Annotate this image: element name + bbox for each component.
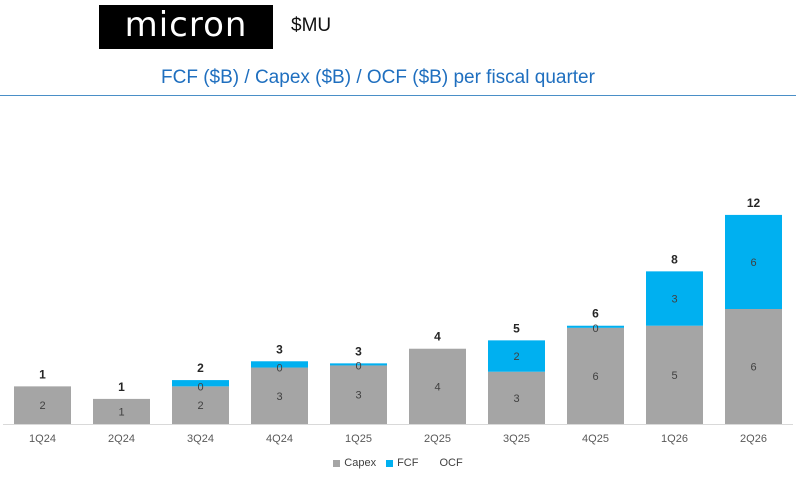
data-label-ocf-1Q26: 8 (671, 252, 678, 266)
x-tick-label-2Q24: 2Q24 (108, 433, 135, 445)
x-tick-label-2Q26: 2Q26 (740, 433, 767, 445)
data-label-fcf-3Q24: 0 (197, 381, 203, 393)
x-tick-label-3Q25: 3Q25 (503, 433, 530, 445)
data-label-capex-3Q24: 2 (197, 400, 203, 412)
bar-capex-1Q26 (646, 325, 703, 424)
data-label-fcf-4Q25: 0 (592, 323, 598, 335)
bar-capex-2Q25 (409, 348, 466, 424)
x-tick-label-4Q25: 4Q25 (582, 433, 609, 445)
data-label-capex-1Q24: 2 (39, 400, 45, 412)
data-label-fcf-1Q26: 3 (671, 294, 677, 306)
data-label-capex-3Q25: 3 (513, 393, 519, 405)
data-label-ocf-4Q25: 6 (592, 307, 599, 321)
logo-text: micron (124, 5, 248, 45)
bar-fcf-1Q25 (330, 363, 387, 366)
bar-fcf-3Q25 (488, 340, 545, 372)
legend-item-fcf: FCF (386, 457, 418, 469)
x-tick-label-1Q24: 1Q24 (29, 433, 56, 445)
bar-fcf-4Q24 (251, 361, 308, 368)
legend-swatch-capex (333, 459, 341, 467)
data-label-capex-2Q25: 4 (434, 381, 440, 393)
bar-capex-4Q25 (567, 327, 624, 424)
data-label-fcf-4Q24: 0 (276, 363, 282, 375)
data-label-ocf-2Q26: 12 (747, 196, 761, 210)
legend-label-capex: Capex (344, 457, 377, 469)
bar-fcf-3Q24 (172, 380, 229, 387)
bar-capex-3Q25 (488, 371, 545, 424)
data-label-ocf-3Q24: 2 (197, 361, 204, 375)
bar-capex-1Q25 (330, 365, 387, 424)
data-label-fcf-2Q26: 6 (750, 257, 756, 269)
title-divider (0, 95, 796, 96)
data-label-capex-4Q24: 3 (276, 391, 282, 403)
legend-item-ocf: OCF (428, 457, 462, 469)
data-label-ocf-1Q24: 1 (39, 367, 46, 381)
chart-title: FCF ($B) / Capex ($B) / OCF ($B) per fis… (161, 67, 595, 88)
ticker-label: $MU (291, 15, 332, 36)
data-label-ocf-3Q25: 5 (513, 321, 520, 335)
micron-logo: micron (99, 5, 273, 49)
data-label-fcf-3Q25: 2 (513, 351, 519, 363)
x-tick-label-1Q25: 1Q25 (345, 433, 372, 445)
legend-label-fcf: FCF (397, 457, 419, 469)
x-tick-label-4Q24: 4Q24 (266, 433, 293, 445)
legend-label-ocf: OCF (439, 457, 463, 469)
bar-capex-3Q24 (172, 386, 229, 424)
legend-swatch-fcf (386, 459, 394, 467)
data-label-capex-4Q25: 6 (592, 371, 598, 383)
bar-fcf-4Q25 (567, 325, 624, 328)
bar-capex-1Q24 (14, 386, 71, 424)
bar-capex-2Q26 (725, 309, 782, 424)
bar-fcf-1Q26 (646, 271, 703, 326)
data-label-capex-1Q26: 5 (671, 370, 677, 382)
data-label-ocf-2Q25: 4 (434, 330, 441, 344)
data-label-fcf-1Q25: 0 (355, 360, 361, 372)
data-label-capex-2Q24: 1 (118, 406, 124, 418)
chart-legend: Capex FCF OCF (0, 457, 796, 469)
legend-swatch-ocf (428, 460, 435, 467)
data-label-ocf-2Q24: 1 (118, 380, 125, 394)
data-label-capex-2Q26: 6 (750, 362, 756, 374)
x-tick-label-1Q26: 1Q26 (661, 433, 688, 445)
data-label-ocf-4Q24: 3 (276, 342, 283, 356)
data-label-ocf-1Q25: 3 (355, 344, 362, 358)
x-tick-label-3Q24: 3Q24 (187, 433, 214, 445)
bar-capex-4Q24 (251, 367, 308, 424)
x-tick-label-2Q25: 2Q25 (424, 433, 451, 445)
data-label-capex-1Q25: 3 (355, 390, 361, 402)
bar-fcf-2Q26 (725, 214, 782, 309)
legend-item-capex: Capex (333, 457, 376, 469)
bar-capex-2Q24 (93, 398, 150, 424)
